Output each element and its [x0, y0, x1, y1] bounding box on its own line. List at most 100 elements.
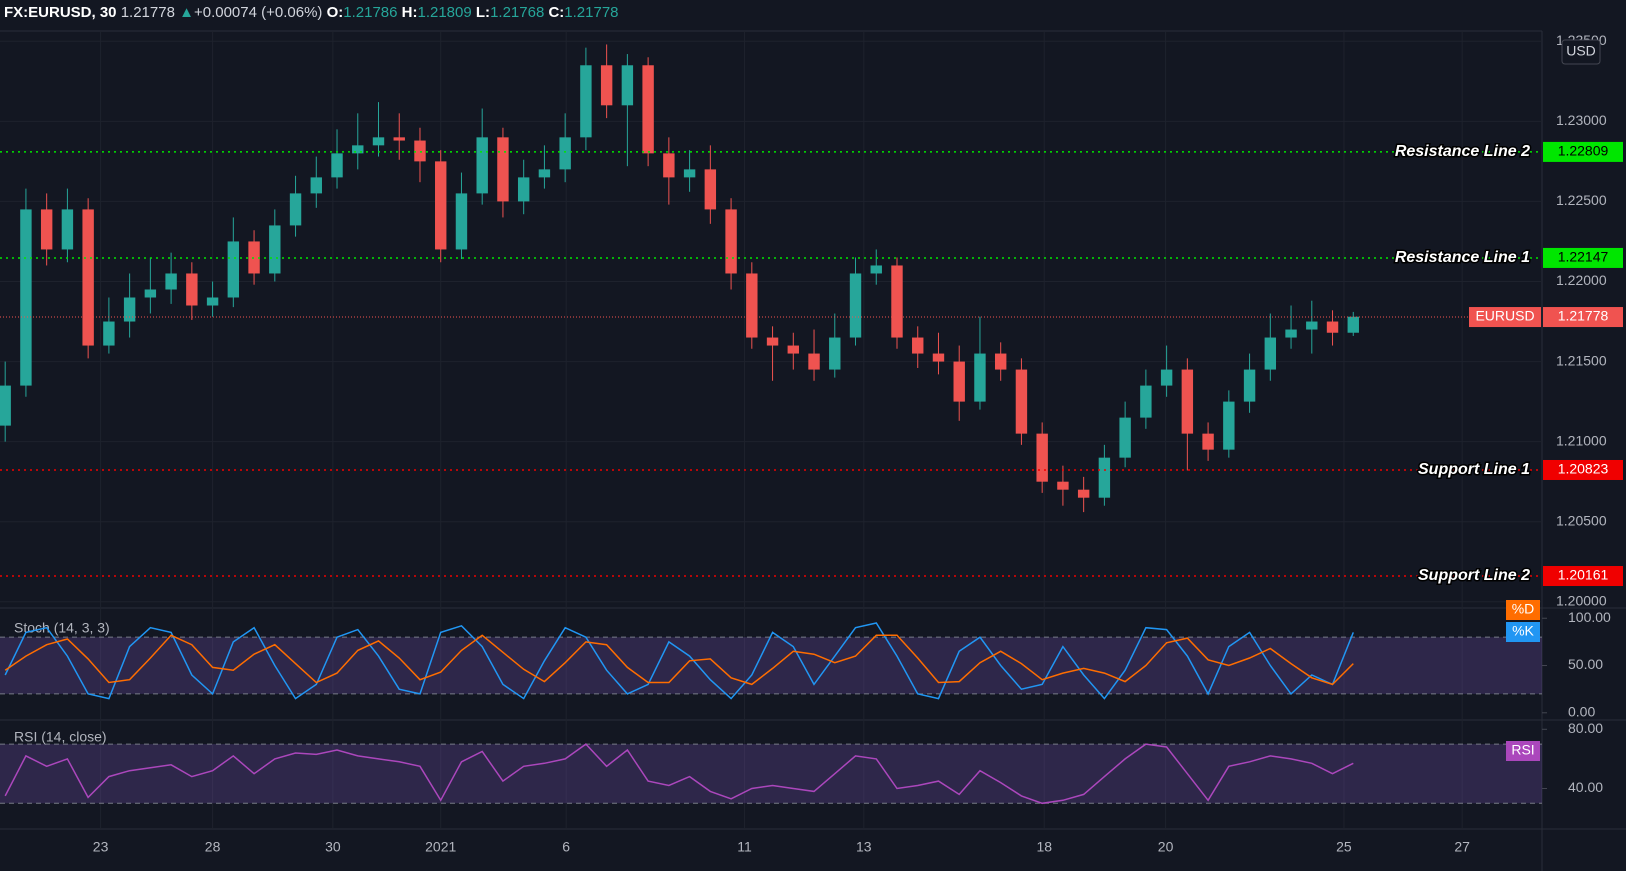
y-tick-label: 1.23000 [1556, 112, 1607, 128]
x-tick-label: 20 [1158, 839, 1174, 855]
ohlc-label: C: [548, 4, 565, 21]
price-tag-label: 1.20823 [1558, 461, 1609, 477]
candle-body [766, 337, 779, 346]
candle-body [1243, 369, 1256, 402]
candle-body [725, 209, 737, 274]
candle-body [891, 265, 903, 338]
candle-body [912, 337, 924, 354]
ohlc-value: 1.21768 [490, 4, 545, 21]
price-tag [1543, 247, 1623, 268]
pane-title: Stoch (14, 3, 3) [14, 620, 110, 636]
candle-body [103, 321, 115, 346]
candle-body [787, 345, 799, 354]
legend-tag-label: %D [1512, 601, 1535, 617]
candle-body [123, 297, 136, 322]
candle-body [40, 209, 53, 250]
candle-body [186, 273, 198, 306]
legend-tag-label: RSI [1511, 742, 1534, 758]
candle-body [746, 273, 758, 338]
ohlc-label: O: [326, 4, 344, 21]
legend-tag [1506, 741, 1540, 761]
candle-body [1160, 369, 1173, 386]
x-tick-label: 13 [856, 839, 872, 855]
ohlc-value: 1.21786 [343, 4, 398, 21]
price-tag [1543, 141, 1623, 162]
candle-body [248, 241, 260, 274]
level-label: Resistance Line 2 [1395, 143, 1530, 160]
candle-body [1223, 401, 1235, 450]
x-tick-label: 27 [1454, 839, 1470, 855]
candle-body [600, 65, 613, 106]
candle-body [331, 153, 343, 178]
candle-body [227, 241, 240, 298]
y-tick-label: 100.00 [1568, 609, 1611, 625]
candle-body [1181, 369, 1194, 434]
candle-body [538, 169, 551, 178]
series-line [4, 634, 1354, 686]
legend-tag [1506, 622, 1540, 642]
candle-body [559, 137, 571, 170]
candle-body [414, 140, 426, 162]
candle-body [165, 273, 177, 290]
candle-body [393, 137, 405, 141]
candle-body [476, 137, 488, 194]
candle-body [372, 137, 385, 146]
y-tick-label: 1.22500 [1556, 192, 1607, 208]
candle-body [642, 65, 654, 154]
y-tick-label: 1.20000 [1556, 593, 1607, 609]
x-tick-label: 6 [562, 839, 570, 855]
ohlc-label: L: [475, 4, 491, 21]
candle-body [144, 289, 157, 298]
candle-body [517, 177, 530, 202]
candle-body [1202, 433, 1214, 450]
candle-body [1347, 316, 1359, 333]
price-tag [1543, 459, 1623, 480]
price-tag-label: 1.22147 [1558, 249, 1609, 265]
candle-body [974, 353, 986, 402]
candle-body [310, 177, 322, 194]
last-price: 1.21778 [120, 4, 175, 21]
y-tick-label: 1.21000 [1556, 432, 1607, 448]
x-tick-label: 23 [93, 839, 109, 855]
candle-body [435, 161, 447, 250]
candle-body [1098, 457, 1111, 498]
candle-body [0, 385, 11, 426]
candle-body [994, 353, 1007, 370]
candle-body [932, 353, 945, 362]
band-fill [0, 744, 1542, 804]
x-tick-label: 28 [205, 839, 221, 855]
price-tag-label: 1.20161 [1558, 567, 1609, 583]
candle-body [269, 225, 281, 274]
candle-body [1306, 321, 1318, 330]
legend-tag-label: %K [1512, 623, 1534, 639]
candle-body [1264, 337, 1277, 370]
candle-body [1119, 417, 1131, 458]
price-tag-label: 1.22809 [1558, 143, 1609, 159]
price-tag [1543, 566, 1623, 587]
candle-body [1057, 481, 1069, 490]
candle-body [352, 145, 364, 154]
ohlc-value: 1.21778 [564, 4, 619, 21]
candle-body [61, 209, 74, 250]
candle-body [20, 209, 32, 386]
y-tick-label: 80.00 [1568, 720, 1603, 736]
currency-box [1561, 39, 1601, 65]
ohlc-label: H: [401, 4, 418, 21]
candle-body [1077, 489, 1090, 498]
change-arrow: ▲ [179, 4, 194, 21]
candle-body [683, 169, 696, 178]
symbol: FX:EURUSD, 30 [4, 4, 117, 21]
symbol-tag-label: EURUSD [1475, 308, 1534, 324]
candle-body [1326, 321, 1339, 333]
candle-body [870, 265, 882, 274]
ohlc-value: 1.21809 [417, 4, 472, 21]
candle-body [808, 353, 820, 370]
candle-body [289, 193, 302, 226]
pane-title: RSI (14, close) [14, 729, 107, 745]
price-tag-label: 1.21778 [1558, 308, 1609, 324]
y-tick-label: 1.21500 [1556, 352, 1607, 368]
currency-label: USD [1566, 43, 1596, 59]
candle-body [953, 361, 965, 402]
x-tick-label: 18 [1036, 839, 1052, 855]
